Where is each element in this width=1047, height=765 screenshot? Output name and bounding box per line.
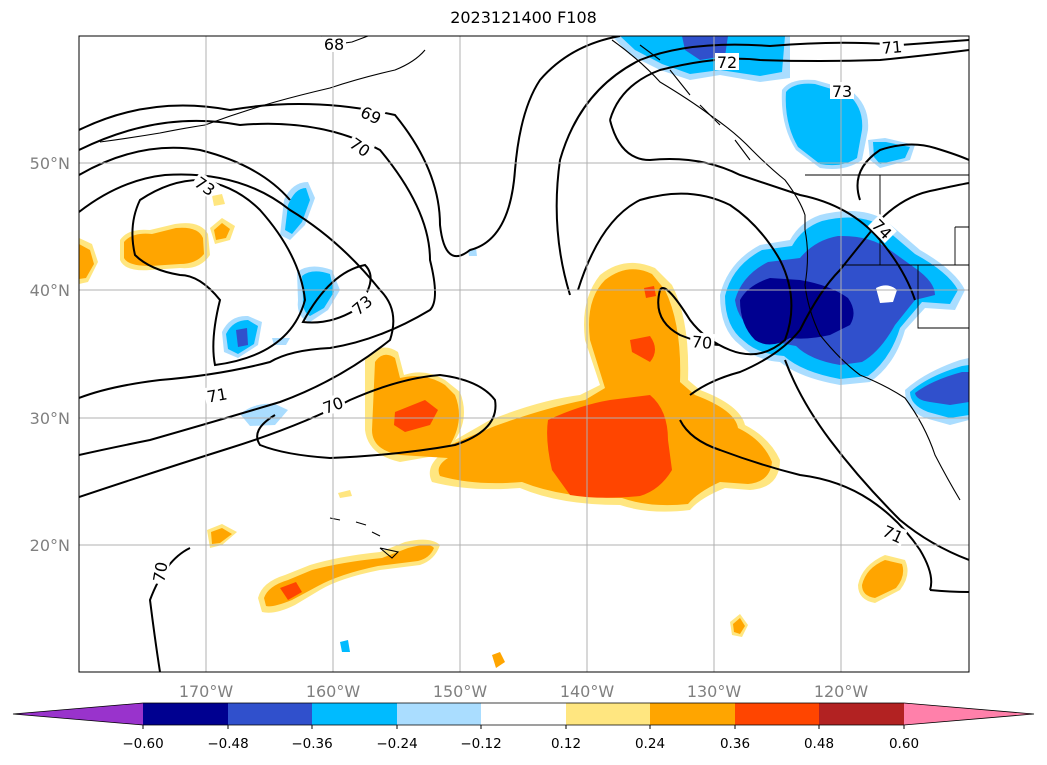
- colorbar-tick-label: 0.60: [889, 736, 919, 752]
- contour-label: 70: [149, 560, 171, 583]
- colorbar-tick-label: 0.24: [635, 736, 665, 752]
- colorbar-segment: [735, 703, 819, 725]
- longitude-labels: 170°W 160°W 150°W 140°W 130°W 120°W: [179, 682, 869, 701]
- colorbar-tick-label: −0.24: [376, 736, 417, 752]
- map-frame: [78, 35, 970, 673]
- lon-label: 140°W: [560, 682, 615, 701]
- lat-label: 40°N: [30, 281, 70, 300]
- colorbar-segment: [397, 703, 481, 725]
- lat-label: 50°N: [30, 154, 70, 173]
- contour-label: 68: [324, 35, 344, 54]
- colorbar-tick-label: 0.36: [720, 736, 750, 752]
- colorbar-tick-label: −0.48: [207, 736, 248, 752]
- colorbar-segment: [481, 703, 566, 725]
- contour-label: 73: [832, 82, 852, 101]
- colorbar-segment: [143, 703, 228, 725]
- map-title: 2023121400 F108: [450, 8, 597, 27]
- lon-label: 160°W: [306, 682, 361, 701]
- colorbar-tick-label: 0.12: [551, 736, 581, 752]
- contour-label: 71: [205, 384, 228, 406]
- lat-label: 30°N: [30, 409, 70, 428]
- gridlines: [79, 36, 969, 672]
- lon-label: 170°W: [179, 682, 234, 701]
- colorbar-segment: [312, 703, 397, 725]
- colorbar: −0.60 −0.48 −0.36 −0.24 −0.12 0.12 0.24 …: [12, 702, 1035, 752]
- colorbar-tick-label: 0.48: [804, 736, 834, 752]
- colorbar-tick-label: −0.12: [460, 736, 501, 752]
- colorbar-segment: [566, 703, 650, 725]
- shading-layer: [79, 36, 969, 668]
- lon-label: 120°W: [814, 682, 869, 701]
- coastline-layer: [99, 36, 961, 559]
- colorbar-segment: [650, 703, 735, 725]
- colorbar-tick-label: −0.60: [122, 736, 163, 752]
- colorbar-extend-min: [13, 703, 143, 725]
- lat-label: 20°N: [30, 536, 70, 555]
- contour-label: 72: [717, 53, 737, 72]
- colorbar-tick-label: −0.36: [291, 736, 332, 752]
- colorbar-extend-max: [904, 703, 1034, 725]
- contour-label: 71: [881, 37, 903, 58]
- lon-label: 130°W: [687, 682, 742, 701]
- contour-label: 70: [691, 332, 713, 353]
- colorbar-segment: [228, 703, 312, 725]
- latitude-labels: 50°N 40°N 30°N 20°N: [30, 154, 70, 555]
- colorbar-segment: [819, 703, 904, 725]
- lon-label: 150°W: [433, 682, 488, 701]
